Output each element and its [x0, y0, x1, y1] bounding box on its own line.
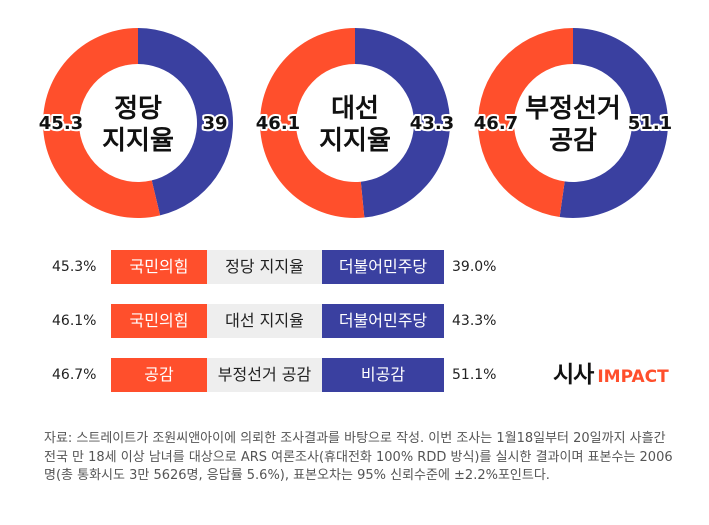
party-left-label: 국민의힘 — [111, 250, 207, 284]
legend-row-election: 46.1% 국민의힘 대선 지지율 더불어민주당 43.3% — [0, 304, 709, 338]
legend-row-party: 45.3% 국민의힘 정당 지지율 더불어민주당 39.0% — [0, 250, 709, 284]
party-blue-slice — [138, 28, 234, 216]
election-center-title-line: 지지율 — [319, 126, 391, 156]
fraud-left-pct: 46.7% — [52, 367, 97, 383]
fraud-blue-slice — [559, 28, 668, 219]
party-red-value: 45.3 — [39, 113, 83, 134]
fraud-title: 부정선거 공감 — [207, 358, 322, 392]
election-title: 대선 지지율 — [207, 304, 322, 338]
source-note: 자료: 스트레이트가 조원씨앤아이에 의뢰한 조사결과를 바탕으로 작성. 이번… — [44, 431, 673, 484]
party-red-slice — [43, 28, 161, 218]
election-center-title-line: 대선 — [331, 94, 379, 124]
election-right-label: 더불어민주당 — [322, 304, 444, 338]
election-left-label: 국민의힘 — [111, 304, 207, 338]
fraud-left-label: 공감 — [111, 358, 207, 392]
election-red-slice — [260, 28, 365, 218]
fraud-red-slice — [478, 28, 573, 218]
fraud-center-title-line: 공감 — [549, 126, 597, 156]
election-right-pct: 43.3% — [452, 313, 497, 329]
party-blue-value: 39 — [202, 113, 227, 134]
fraud-right-pct: 51.1% — [452, 367, 497, 383]
party-left-pct: 45.3% — [52, 259, 97, 275]
election-blue-slice — [355, 28, 451, 218]
logo-korean: 시사 — [553, 362, 594, 388]
election-blue-value: 43.3 — [410, 113, 454, 134]
party-right-pct: 39.0% — [452, 259, 497, 275]
logo-english: IMPACT — [597, 367, 669, 387]
fraud-right-label: 비공감 — [322, 358, 444, 392]
election-red-value: 46.1 — [256, 113, 300, 134]
election-left-pct: 46.1% — [52, 313, 97, 329]
party-center-title-line: 정당 — [114, 94, 162, 124]
fraud-blue-value: 51.1 — [628, 113, 672, 134]
fraud-red-value: 46.7 — [474, 113, 518, 134]
fraud-center-title-line: 부정선거 — [525, 94, 621, 124]
legend-row-fraud: 46.7% 공감 부정선거 공감 비공감 51.1% — [0, 358, 709, 392]
party-right-label: 더불어민주당 — [322, 250, 444, 284]
sisa-impact-logo: 시사 IMPACT — [553, 358, 669, 392]
party-title: 정당 지지율 — [207, 250, 322, 284]
party-center-title-line: 지지율 — [102, 126, 174, 156]
